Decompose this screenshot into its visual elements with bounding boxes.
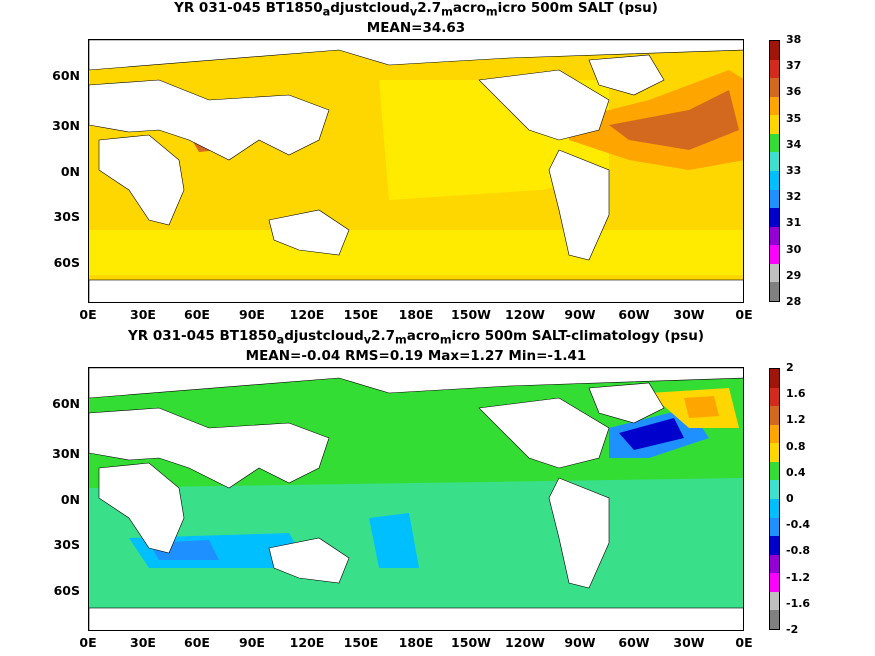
colorbar-swatch xyxy=(770,498,779,518)
x-tick-label: 60W xyxy=(618,307,650,322)
x-tick-label: 60E xyxy=(184,307,210,322)
colorbar-label: 0.4 xyxy=(786,465,806,479)
colorbar-swatch xyxy=(770,226,779,246)
colorbar-swatch xyxy=(770,245,779,264)
x-tick-label: 120E xyxy=(289,635,325,650)
colorbar-swatch xyxy=(770,208,779,227)
x-tick-label: 150W xyxy=(451,635,491,650)
colorbar xyxy=(769,40,780,302)
colorbar-swatch xyxy=(770,517,779,537)
x-tick-label: 0E xyxy=(79,307,97,322)
x-tick-label: 60W xyxy=(618,635,650,650)
x-tick-label: 30W xyxy=(673,307,705,322)
colorbar-swatch xyxy=(770,610,779,629)
x-tick-label: 120W xyxy=(505,307,545,322)
colorbar-label: 34 xyxy=(786,137,802,151)
y-tick-label: 0N xyxy=(60,492,80,507)
x-tick-label: 60E xyxy=(184,635,210,650)
colorbar-label: 28 xyxy=(786,295,802,308)
colorbar-label: -0.4 xyxy=(786,518,811,532)
colorbar-swatch xyxy=(770,369,779,388)
x-tick-label: 30W xyxy=(673,635,705,650)
colorbar-swatch xyxy=(770,41,779,60)
colorbar-swatch xyxy=(770,554,779,574)
x-tick-label: 150E xyxy=(343,307,379,322)
colorbar xyxy=(769,368,780,630)
colorbar-swatch xyxy=(770,443,779,462)
salinity-map xyxy=(88,39,744,303)
salinity-panel: YR 031-045 BT1850adjustcloudv2.7macromic… xyxy=(52,0,802,322)
y-tick-label: 30S xyxy=(53,209,80,224)
x-tick-label: 90W xyxy=(564,307,596,322)
colorbar-label: -1.6 xyxy=(786,596,811,610)
colorbar-label: 0 xyxy=(786,492,794,505)
x-tick-label: 120E xyxy=(289,307,325,322)
x-tick-label: 120W xyxy=(505,635,545,650)
colorbar-label: -2 xyxy=(786,623,799,636)
colorbar-swatch xyxy=(770,461,779,481)
x-tick-label: 30E xyxy=(130,307,156,322)
colorbar-swatch xyxy=(770,133,779,153)
colorbar-swatch xyxy=(770,591,779,611)
colorbar-label: 37 xyxy=(786,59,802,73)
y-tick-label: 60S xyxy=(53,255,80,270)
panel-title: YR 031-045 BT1850adjustcloudv2.7macromic… xyxy=(174,0,658,19)
colorbar-label: 29 xyxy=(786,268,802,282)
colorbar-label: 0.8 xyxy=(786,439,806,453)
panel-title: YR 031-045 BT1850adjustcloudv2.7macromic… xyxy=(127,328,704,347)
x-tick-label: 90E xyxy=(239,635,265,650)
x-tick-label: 0E xyxy=(735,307,753,322)
colorbar-label: 33 xyxy=(786,164,802,177)
x-tick-label: 150E xyxy=(343,635,379,650)
colorbar-swatch xyxy=(770,573,779,592)
colorbar-label: 35 xyxy=(786,111,802,125)
y-tick-label: 0N xyxy=(60,164,80,179)
colorbar-swatch xyxy=(770,536,779,555)
anomaly-map xyxy=(88,367,744,631)
anomaly-panel: YR 031-045 BT1850adjustcloudv2.7macromic… xyxy=(0,328,875,656)
colorbar-label: 1.6 xyxy=(786,387,806,401)
salinity-map-svg xyxy=(89,40,743,302)
colorbar-label: 31 xyxy=(786,216,802,230)
x-tick-label: 180E xyxy=(398,307,434,322)
x-tick-label: 150W xyxy=(451,307,491,322)
colorbar-swatch xyxy=(770,263,779,283)
y-tick-label: 60N xyxy=(52,68,80,83)
colorbar-swatch xyxy=(770,170,779,190)
colorbar-swatch xyxy=(770,96,779,116)
x-tick-label: 90E xyxy=(239,307,265,322)
colorbar-label: 1.2 xyxy=(786,413,806,427)
y-tick-label: 30S xyxy=(53,537,80,552)
colorbar-label: -1.2 xyxy=(786,570,811,584)
x-tick-label: 30E xyxy=(130,635,156,650)
colorbar-swatch xyxy=(770,189,779,209)
colorbar-swatch xyxy=(770,152,779,171)
x-tick-label: 180E xyxy=(398,635,434,650)
colorbar-label: 36 xyxy=(786,85,802,99)
colorbar-label: 38 xyxy=(786,33,802,46)
colorbar-swatch xyxy=(770,406,779,425)
y-tick-label: 60S xyxy=(53,583,80,598)
colorbar-label: 2 xyxy=(786,361,794,374)
anomaly-map-svg xyxy=(89,368,743,630)
colorbar-label: -0.8 xyxy=(786,544,811,558)
y-tick-label: 30N xyxy=(52,446,80,461)
y-tick-label: 30N xyxy=(52,118,80,133)
colorbar-swatch xyxy=(770,282,779,301)
colorbar-swatch xyxy=(770,115,779,134)
colorbar-swatch xyxy=(770,59,779,79)
colorbar-label: 30 xyxy=(786,242,802,256)
colorbar-label: 32 xyxy=(786,190,802,204)
colorbar-swatch xyxy=(770,78,779,97)
x-tick-label: 0E xyxy=(79,635,97,650)
panel-stats: MEAN=34.63 xyxy=(366,20,466,36)
colorbar-swatch xyxy=(770,480,779,499)
x-tick-label: 90W xyxy=(564,635,596,650)
x-tick-label: 0E xyxy=(735,635,753,650)
colorbar-swatch xyxy=(770,387,779,407)
y-tick-label: 60N xyxy=(52,396,80,411)
colorbar-swatch xyxy=(770,424,779,444)
panel-stats: MEAN=-0.04 RMS=0.19 Max=1.27 Min=-1.41 xyxy=(245,348,587,364)
